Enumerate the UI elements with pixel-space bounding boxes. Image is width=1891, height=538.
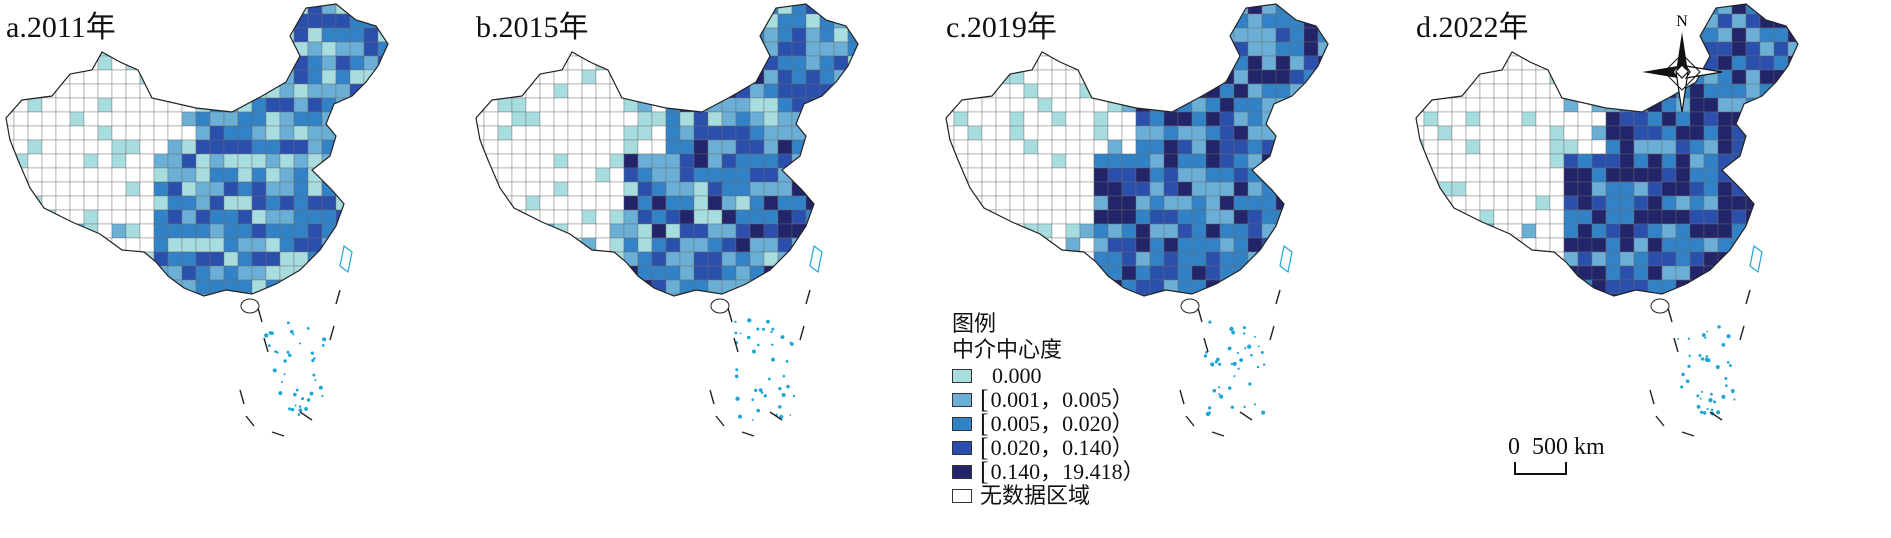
legend-label: 0.000 (992, 363, 1042, 388)
legend-label: 0.001，0.005） (990, 387, 1134, 412)
china-map (945, 3, 1329, 437)
legend-bracket: [ (980, 385, 989, 414)
map-legend: 图例 中介中心度 0.000 [ 0.001，0.005） [ 0.005，0.… (952, 312, 1145, 508)
scale-bar: 0 500 km (1508, 434, 1605, 475)
legend-label: 0.020，0.140） (990, 435, 1134, 460)
legend-label: 0.005，0.020） (990, 411, 1134, 436)
legend-bracket: [ (980, 457, 989, 486)
legend-item: [ 0.005，0.020） (952, 409, 1145, 438)
legend-item: 无数据区域 (952, 484, 1145, 508)
china-map (475, 3, 859, 437)
map-panel-b: b.2015年 (470, 0, 940, 538)
panel-title: d.2022年 (1416, 11, 1529, 44)
panel-title: c.2019年 (946, 11, 1057, 44)
legend-swatch (952, 417, 972, 431)
map-panel-a: a.2011年 (0, 0, 470, 538)
map-panel-d: d.2022年 (1410, 0, 1880, 538)
panel-title: b.2015年 (476, 11, 589, 44)
map-panel-c: c.2019年 (940, 0, 1410, 538)
legend-swatch (952, 489, 972, 503)
china-map (1415, 3, 1799, 437)
legend-swatch (952, 441, 972, 455)
legend-title: 图例 (952, 311, 997, 336)
legend-subtitle: 中介中心度 (952, 337, 1063, 362)
legend-swatch (952, 465, 972, 479)
legend-item: [ 0.020，0.140） (952, 433, 1145, 462)
china-map (5, 3, 389, 437)
north-label: N (1676, 13, 1688, 30)
legend-label: 0.140，19.418） (990, 459, 1145, 484)
north-arrow-icon: N (1640, 10, 1724, 114)
legend-bracket: [ (980, 409, 989, 438)
legend-item: 0.000 (952, 364, 1145, 388)
panel-title: a.2011年 (6, 11, 116, 44)
legend-item: [ 0.001，0.005） (952, 385, 1145, 414)
scale-label: 0 500 km (1508, 434, 1605, 460)
legend-bracket: [ (980, 433, 989, 462)
legend-swatch (952, 369, 972, 383)
legend-label: 无数据区域 (980, 483, 1091, 508)
legend-item: [ 0.140，19.418） (952, 457, 1145, 486)
legend-swatch (952, 393, 972, 407)
